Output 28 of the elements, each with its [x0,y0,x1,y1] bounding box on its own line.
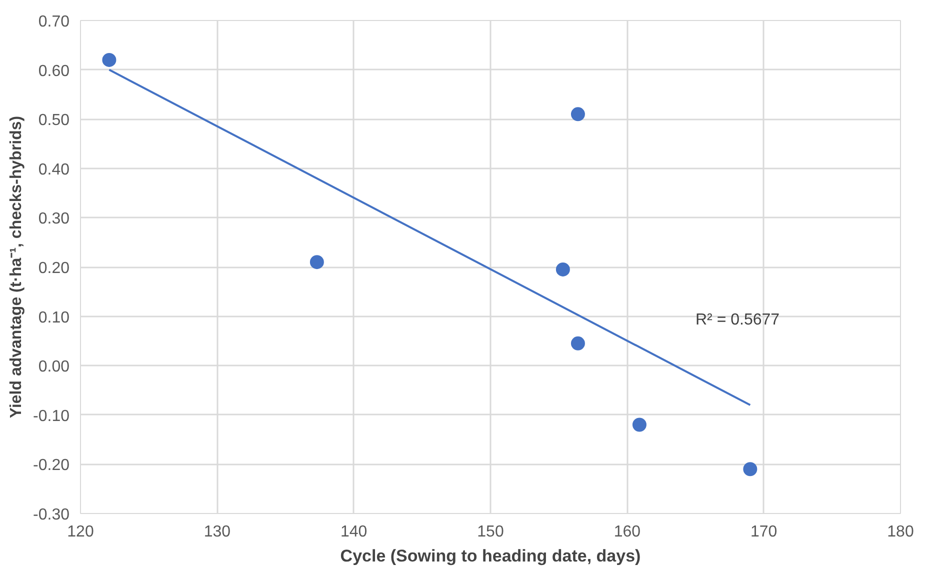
x-tick-label: 160 [614,524,641,540]
y-tick-label: 0.60 [38,62,70,80]
x-axis-title: Cycle (Sowing to heading date, days) [340,546,641,566]
point [743,462,758,476]
point [570,336,585,350]
x-tick-label: 140 [340,524,368,540]
point [556,262,570,276]
y-tick-label: 0.10 [38,309,70,326]
y-tick-label: 0.70 [38,14,70,30]
y-tick-label: -0.20 [33,457,70,474]
x-tick-label: 120 [67,524,94,540]
x-tick-label: 130 [204,524,231,540]
y-tick-label: -0.30 [33,506,70,524]
point [570,107,585,122]
y-tick-label: 0.20 [38,260,70,277]
x-tick-label: 170 [750,524,778,540]
x-tick-label: 180 [887,524,914,540]
point [102,52,116,67]
y-tick-label: -0.10 [33,408,70,425]
y-axis-title: Yield advantage (t·ha⁻¹, checks-hybrids) [8,116,26,418]
y-tick-label: 0.00 [38,358,70,376]
x-tick-label: 150 [477,524,504,540]
y-tick-label: 0.50 [38,112,70,130]
point [632,418,646,432]
y-tick-label: 0.30 [38,210,70,228]
y-tick-label: 0.40 [38,161,70,178]
point [310,255,324,270]
annotation: R² = 0.5677 [696,312,780,328]
